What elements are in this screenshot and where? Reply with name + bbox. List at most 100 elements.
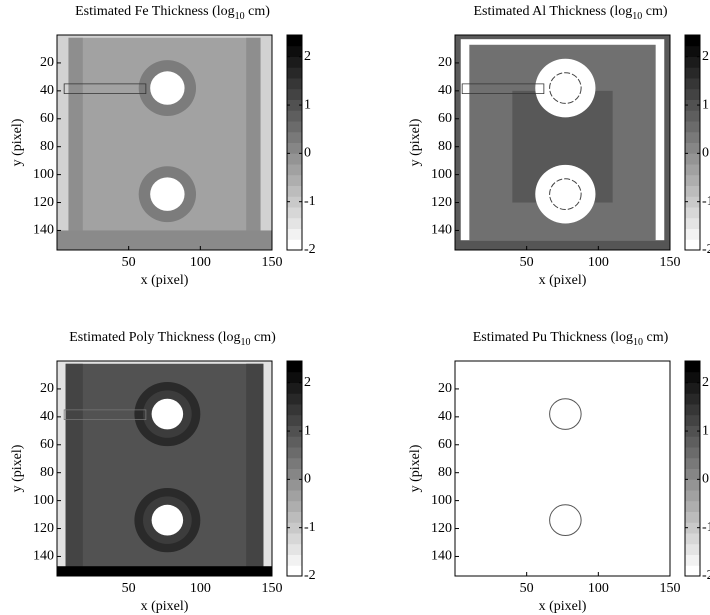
- colorbar-step: [287, 56, 302, 68]
- colorbar-frame: [286, 360, 303, 577]
- colorbar-step: [287, 479, 302, 491]
- colorbar-step: [287, 217, 302, 229]
- colorbar-step: [287, 207, 302, 219]
- colorbar-frame: [286, 34, 303, 251]
- colorbar-tick-label: -1: [702, 520, 710, 535]
- y-tick-label: 60: [40, 437, 54, 452]
- image-pu: [455, 361, 670, 576]
- colorbar-step: [287, 196, 302, 208]
- colorbar-step: [685, 228, 700, 240]
- panel-title: Estimated Al Thickness (log10 cm): [473, 4, 667, 22]
- colorbar-step: [287, 457, 302, 469]
- y-tick-label: 120: [431, 195, 452, 210]
- image-fe: [57, 35, 272, 250]
- x-tick-label: 150: [262, 581, 283, 596]
- colorbar-step: [287, 500, 302, 512]
- colorbar-step: [287, 228, 302, 240]
- y-axis-label: y (pixel): [408, 118, 423, 166]
- title-subscript: 10: [235, 11, 245, 22]
- title-text: cm): [250, 330, 276, 345]
- title-text: Estimated Pu Thickness (log: [473, 330, 633, 345]
- colorbar-step: [685, 67, 700, 79]
- colorbar-step: [287, 99, 302, 111]
- colorbar-tick-label: -1: [304, 520, 316, 535]
- y-tick-label: 40: [438, 83, 452, 98]
- colorbar-step: [287, 371, 302, 383]
- colorbar-step: [685, 78, 700, 90]
- y-tick-label: 100: [33, 493, 54, 508]
- colorbar-step: [685, 468, 700, 480]
- colorbar-step: [287, 543, 302, 555]
- axes-frame: [454, 360, 671, 577]
- colorbar-step: [685, 447, 700, 459]
- y-axis-label: y (pixel): [10, 118, 25, 166]
- colorbar-step: [287, 533, 302, 545]
- title-text: cm): [642, 4, 668, 19]
- colorbar-step: [287, 490, 302, 502]
- colorbar-step: [685, 239, 700, 251]
- colorbar-step: [685, 121, 700, 133]
- colorbar-tick-label: -1: [304, 194, 316, 209]
- colorbar-step: [685, 207, 700, 219]
- y-tick-label: 80: [438, 465, 452, 480]
- y-tick-label: 60: [438, 437, 452, 452]
- colorbar-step: [685, 511, 700, 523]
- colorbar-tick-label: 0: [702, 472, 709, 487]
- y-tick-label: 40: [40, 83, 54, 98]
- colorbar-tick-label: 1: [702, 423, 709, 438]
- y-tick-label: 120: [33, 521, 54, 536]
- colorbar-step: [685, 457, 700, 469]
- colorbar-tick-label: 1: [304, 423, 311, 438]
- y-tick-label: 140: [33, 223, 54, 238]
- title-subscript: 10: [240, 337, 250, 348]
- title-subscript: 10: [632, 11, 642, 22]
- colorbar-step: [685, 393, 700, 405]
- y-tick-label: 100: [431, 167, 452, 182]
- colorbar-step: [287, 121, 302, 133]
- colorbar-step: [287, 361, 302, 373]
- colorbar-tick-label: -2: [702, 568, 710, 583]
- x-tick-label: 50: [520, 255, 534, 270]
- x-tick-label: 150: [660, 581, 681, 596]
- image-al: [455, 35, 670, 250]
- colorbar-tick-label: 0: [304, 472, 311, 487]
- colorbar-tick-label: -2: [304, 568, 316, 583]
- y-tick-label: 80: [40, 139, 54, 154]
- colorbar-step: [685, 217, 700, 229]
- colorbar-step: [287, 382, 302, 394]
- y-axis-label: y (pixel): [10, 444, 25, 492]
- colorbar-tick-label: -1: [702, 194, 710, 209]
- colorbar-step: [685, 554, 700, 566]
- y-tick-label: 20: [40, 381, 54, 396]
- colorbar-step: [287, 142, 302, 154]
- colorbar-step: [685, 164, 700, 176]
- colorbar-step: [685, 99, 700, 111]
- y-tick-label: 20: [438, 55, 452, 70]
- colorbar-step: [287, 239, 302, 251]
- colorbar-step: [287, 511, 302, 523]
- colorbar-step: [685, 425, 700, 437]
- colorbar-step: [287, 67, 302, 79]
- x-tick-label: 150: [262, 255, 283, 270]
- colorbar-step: [287, 447, 302, 459]
- y-tick-label: 140: [431, 549, 452, 564]
- colorbar-tick-label: 2: [304, 49, 311, 64]
- title-subscript: 10: [633, 337, 643, 348]
- panel-title: Estimated Pu Thickness (log10 cm): [473, 330, 669, 348]
- axes-frame: [56, 360, 273, 577]
- colorbar-step: [685, 490, 700, 502]
- panel-title: Estimated Fe Thickness (log10 cm): [75, 4, 270, 22]
- title-text: Estimated Poly Thickness (log: [69, 330, 240, 345]
- colorbar-step: [287, 565, 302, 577]
- colorbar-step: [287, 522, 302, 534]
- image-poly: [57, 361, 272, 576]
- colorbar-step: [685, 382, 700, 394]
- colorbar-step: [685, 196, 700, 208]
- title-text: Estimated Fe Thickness (log: [75, 4, 235, 19]
- y-tick-label: 120: [431, 521, 452, 536]
- colorbar-step: [685, 45, 700, 57]
- y-tick-label: 60: [438, 111, 452, 126]
- colorbar-step: [287, 468, 302, 480]
- colorbar-frame: [684, 360, 701, 577]
- y-tick-label: 100: [431, 493, 452, 508]
